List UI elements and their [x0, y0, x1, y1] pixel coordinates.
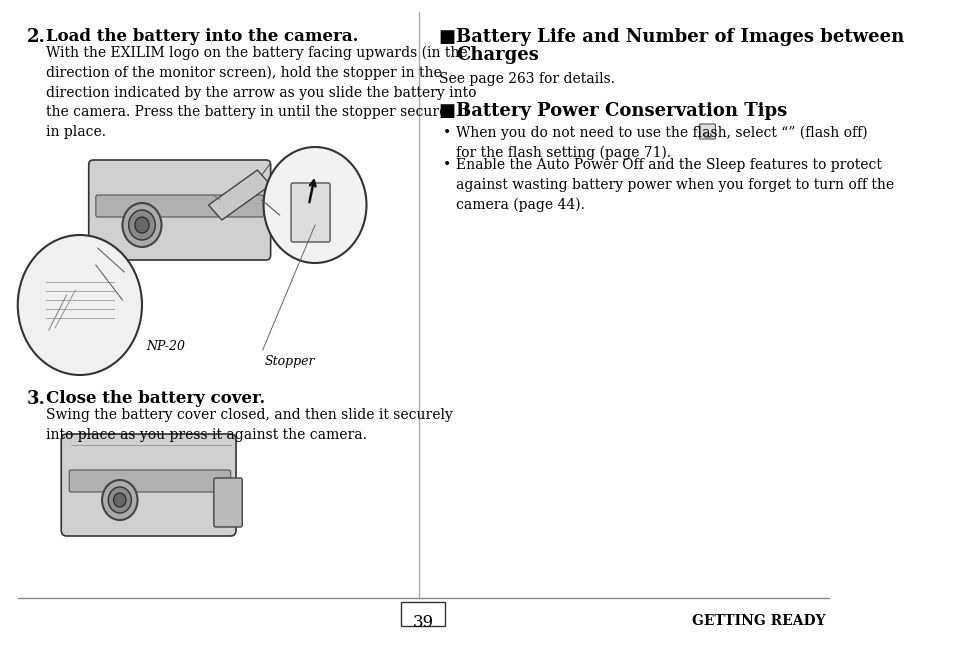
FancyBboxPatch shape [61, 434, 235, 536]
Text: Load the battery into the camera.: Load the battery into the camera. [46, 28, 358, 45]
Text: •: • [442, 158, 451, 172]
FancyBboxPatch shape [213, 478, 242, 527]
Polygon shape [209, 170, 271, 220]
Circle shape [129, 210, 155, 240]
Text: Charges: Charges [456, 46, 538, 64]
Text: Close the battery cover.: Close the battery cover. [46, 390, 265, 407]
Text: ω: ω [702, 131, 711, 140]
Text: When you do not need to use the flash, select “” (flash off)
for the flash setti: When you do not need to use the flash, s… [456, 126, 867, 160]
Circle shape [102, 480, 137, 520]
FancyBboxPatch shape [89, 160, 271, 260]
Text: 2.: 2. [27, 28, 46, 46]
Text: 3.: 3. [27, 390, 46, 408]
Text: Swing the battery cover closed, and then slide it securely
into place as you pre: Swing the battery cover closed, and then… [46, 408, 453, 441]
Text: Battery Power Conservation Tips: Battery Power Conservation Tips [456, 102, 787, 120]
FancyBboxPatch shape [291, 183, 330, 242]
Text: •: • [442, 126, 451, 140]
FancyBboxPatch shape [95, 195, 263, 217]
Text: With the EXILIM logo on the battery facing upwards (in the
direction of the moni: With the EXILIM logo on the battery faci… [46, 46, 476, 139]
Text: Enable the Auto Power Off and the Sleep features to protect
against wasting batt: Enable the Auto Power Off and the Sleep … [456, 158, 894, 212]
Text: ■: ■ [438, 102, 456, 120]
Circle shape [108, 487, 132, 513]
Text: See page 263 for details.: See page 263 for details. [438, 72, 614, 86]
FancyBboxPatch shape [699, 124, 715, 139]
Text: NP-20: NP-20 [146, 340, 185, 353]
Circle shape [18, 235, 142, 375]
Text: GETTING READY: GETTING READY [691, 614, 824, 628]
Text: Battery Life and Number of Images between: Battery Life and Number of Images betwee… [456, 28, 903, 46]
FancyBboxPatch shape [400, 602, 445, 626]
FancyBboxPatch shape [70, 470, 231, 492]
Circle shape [113, 493, 126, 507]
Circle shape [134, 217, 149, 233]
Text: 39: 39 [413, 614, 434, 631]
Text: ■: ■ [438, 28, 456, 46]
Circle shape [263, 147, 366, 263]
Circle shape [122, 203, 161, 247]
Text: Stopper: Stopper [264, 355, 314, 368]
